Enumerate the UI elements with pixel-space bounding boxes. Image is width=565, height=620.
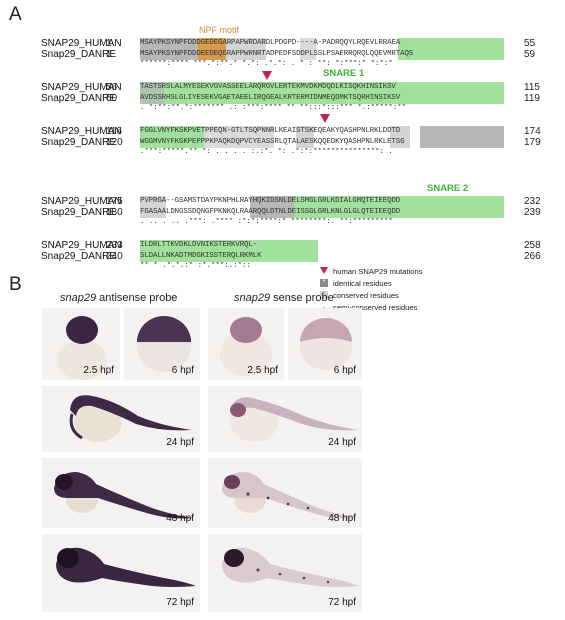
sequence-start: 1 xyxy=(106,38,112,49)
conservation-line: .***:*****.** *: . . . . :.:*. *: .*:*:*… xyxy=(140,148,393,156)
colon-icon: : xyxy=(320,291,328,299)
gene-name: snap29 xyxy=(60,292,97,304)
sequence-start: 1 xyxy=(106,49,112,60)
antisense-probe-title: snap29 antisense probe xyxy=(60,292,177,304)
legend-label: identical residues xyxy=(333,279,392,288)
sequence-end: 266 xyxy=(524,251,541,262)
snare1-label: SNARE 1 xyxy=(323,68,365,79)
conservation-line: ******:**** ***.*:**.* *.*: .*.*: . * : … xyxy=(140,60,393,68)
stage-label: 2.5 hpf xyxy=(83,365,114,376)
sequence-end: 258 xyxy=(524,240,541,251)
sequence-name: SNAP29_HUMAN xyxy=(41,82,122,93)
embryo-image: 6 hpf xyxy=(288,308,362,380)
sequence-end: 59 xyxy=(524,49,536,60)
sequence-end: 55 xyxy=(524,38,536,49)
embryo-image: 2.5 hpf xyxy=(208,308,284,380)
embryo-drawing xyxy=(69,395,192,442)
embryo-image: 48 hpf xyxy=(42,458,200,528)
sequence-end: 119 xyxy=(524,93,540,104)
embryo-drawing xyxy=(220,317,272,376)
stage-label: 6 hpf xyxy=(171,365,194,376)
sequence-start: 56 xyxy=(106,82,118,93)
sequence-start: 240 xyxy=(106,251,123,262)
sequence-name: Snap29_DANRE xyxy=(41,137,117,148)
sequence-residues: ILDRLTTKVDKLDVNIKSTERKVRQL- xyxy=(140,241,258,249)
sequence-name: Snap29_DANRE xyxy=(41,251,117,262)
sequence-name: Snap29_DANRE xyxy=(41,49,117,60)
sequence-start: 233 xyxy=(106,240,123,251)
embryo-image: 24 hpf xyxy=(42,386,200,452)
conservation-line: ** * .*.*.:* :*.***:.:*:: xyxy=(140,262,251,270)
sequence-residues: FGASAALDNGSSDQNGFPKNKQLRAARQQLDTNLDEISSG… xyxy=(140,208,401,216)
embryo-image: 2.5 hpf xyxy=(42,308,120,380)
legend-label: semi-conserved residues xyxy=(333,303,418,312)
embryo-image: 24 hpf xyxy=(208,386,362,452)
stage-label: 48 hpf xyxy=(166,513,194,524)
panel-label-b: B xyxy=(9,274,22,295)
probe-type: antisense probe xyxy=(96,292,178,304)
embryo-drawing xyxy=(222,472,358,519)
sequence-end: 179 xyxy=(524,137,541,148)
sequence-residues: PVPRGA--GSAMSTDAYPKNPHLRAYHQKIDSNLDELSMG… xyxy=(140,197,401,205)
sequence-end: 239 xyxy=(524,207,541,218)
conservation-line: . *:**:**.*:******* .: :***:**** ** **::… xyxy=(140,104,407,112)
embryo-drawing xyxy=(300,318,352,370)
sequence-end: 232 xyxy=(524,196,541,207)
sequence-end: 174 xyxy=(524,126,541,137)
embryo-drawing xyxy=(137,316,191,372)
embryo-drawing xyxy=(56,547,196,587)
stage-label: 72 hpf xyxy=(328,597,356,608)
sense-probe-title: snap29 sense probe xyxy=(234,292,334,304)
embryo-drawing xyxy=(222,547,358,587)
sequence-residues: SLDALLNKADTMDGKISSTERQLRKMLK xyxy=(140,252,262,260)
sequence-residues: MSAYPKSYNPFDDDEEDEQGRAPPWRNRTADPEDFSDDPL… xyxy=(140,50,414,58)
mutation-marker-triangle xyxy=(320,114,330,123)
legend-label: conserved residues xyxy=(333,291,399,300)
sequence-residues: WGGMVNYFKGKPEPPPKPAQKDQPVCYEASSRLQTALAES… xyxy=(140,138,405,146)
sequence-name: SNAP29_HUMAN xyxy=(41,38,122,49)
mutation-marker-triangle xyxy=(262,71,272,80)
sequence-start: 60 xyxy=(106,93,118,104)
sequence-name: Snap29_DANRE xyxy=(41,93,117,104)
probe-type: sense probe xyxy=(270,292,334,304)
sequence-end: 115 xyxy=(524,82,540,93)
embryo-image: 6 hpf xyxy=(124,308,200,380)
embryo-image: 72 hpf xyxy=(42,534,200,612)
conservation-line: . .. . .. .***: .**** :*:*:****:* ******… xyxy=(140,218,393,226)
stage-label: 24 hpf xyxy=(166,437,194,448)
sequence-residues: TASTSRSLALMYESEKVGVASSEELARQRGVLERTEKMVD… xyxy=(140,83,396,91)
stage-label: 24 hpf xyxy=(328,437,356,448)
stage-label: 48 hpf xyxy=(328,513,356,524)
sequence-residues: FGGLVNYFKSKPVETPPEQN-GTLTSQPNNRLKEAISTSK… xyxy=(140,127,401,135)
legend-label: human SNAP29 mutations xyxy=(333,267,423,276)
npf-motif-label: NPF motif xyxy=(199,25,240,35)
panel-label-a: A xyxy=(9,4,22,25)
sequence-name: SNAP29_HUMAN xyxy=(41,126,122,137)
embryo-drawing xyxy=(54,472,194,519)
sequence-start: 116 xyxy=(106,126,122,137)
gene-name: snap29 xyxy=(234,292,271,304)
embryo-image: 72 hpf xyxy=(208,534,362,612)
embryo-image: 48 hpf xyxy=(208,458,362,528)
embryo-drawing xyxy=(230,397,358,442)
sequence-start: 180 xyxy=(106,207,123,218)
snare2-label: SNARE 2 xyxy=(427,183,469,194)
embryo-drawing xyxy=(57,316,107,380)
star-icon: * xyxy=(320,279,328,287)
stage-label: 2.5 hpf xyxy=(247,365,278,376)
sequence-name: SNAP29_HUMAN xyxy=(41,196,122,207)
sequence-residues: AVDSSRHSLGLIYESEKVGAETAEELIRQGEALKRTERMI… xyxy=(140,94,401,102)
sequence-start: 175 xyxy=(106,196,123,207)
sequence-name: SNAP29_HUMAN xyxy=(41,240,122,251)
sequence-residues: MSAYPKSYNPFDDDGEDEGARPAPWRDARDLPDGPD----… xyxy=(140,39,401,47)
sequence-name: Snap29_DANRE xyxy=(41,207,117,218)
stage-label: 72 hpf xyxy=(166,597,194,608)
dot-icon: . xyxy=(322,301,326,310)
sequence-start: 120 xyxy=(106,137,123,148)
stage-label: 6 hpf xyxy=(333,365,356,376)
triangle-icon xyxy=(320,267,328,274)
